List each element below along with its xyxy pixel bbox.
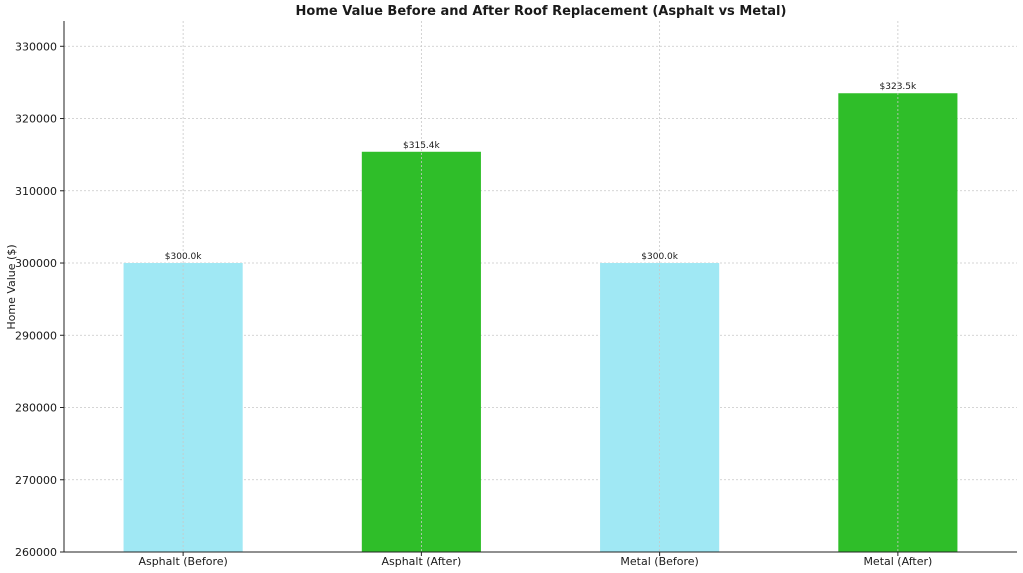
bar-value-label: $300.0k <box>165 252 202 262</box>
bar <box>600 263 720 552</box>
axes-layer <box>63 21 1017 553</box>
grid-layer <box>64 45 1017 481</box>
y-tick-label: 320000 <box>15 113 57 126</box>
bars-layer <box>123 93 958 553</box>
y-tick-label: 330000 <box>15 40 57 53</box>
x-tick-label: Asphalt (After) <box>381 555 461 568</box>
y-tick-label: 270000 <box>15 474 57 487</box>
bar-value-label: $300.0k <box>641 252 678 262</box>
vertical-grid-layer <box>182 21 899 552</box>
y-tick-label: 310000 <box>15 185 57 198</box>
y-tick-label: 260000 <box>15 546 57 559</box>
x-tick-label: Metal (Before) <box>620 555 698 568</box>
bar <box>361 151 481 553</box>
bar-value-label: $315.4k <box>403 141 440 151</box>
ticks-layer: 260000 270000 280000 290000 300000 310000 3200… <box>15 40 899 559</box>
chart-title: Home Value Before and After Roof Replace… <box>295 4 787 19</box>
bar-value-label: $323.5k <box>880 82 917 92</box>
x-tick-label: Asphalt (Before) <box>138 555 227 568</box>
labels-layer: $300.0k Asphalt (Before) $315.4k Asphalt (A… <box>138 82 932 568</box>
bar <box>123 263 243 552</box>
y-tick-label: 290000 <box>15 329 57 342</box>
x-tick-label: Metal (After) <box>863 555 932 568</box>
y-tick-label: 280000 <box>15 402 57 415</box>
y-tick-label: 300000 <box>15 257 57 270</box>
y-axis-title: Home Value ($) <box>5 244 18 329</box>
